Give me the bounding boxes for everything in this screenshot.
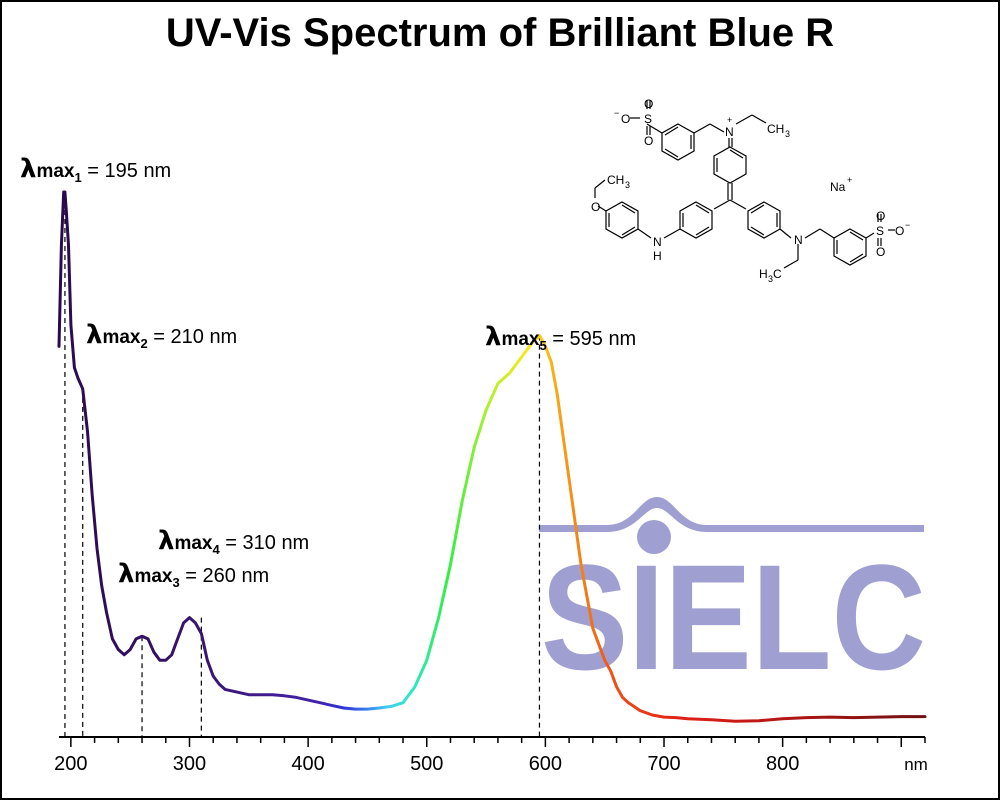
x-tick-label: 700 [647,753,680,775]
chem-atom: H [759,267,768,281]
chart-title: UV-Vis Spectrum of Brilliant Blue R [166,11,834,55]
chem-subscript: 3 [625,180,630,190]
logo-dot [637,520,671,554]
chem-atom: N [794,233,803,247]
spectrum-line [57,190,927,723]
chem-atom: C [773,267,782,281]
logo-swoosh [539,497,924,532]
chem-subscript: 3 [785,129,790,139]
chem-atom: S [876,224,884,238]
chem-atom: Na [830,180,846,194]
peak-annotations: λmax1 = 195 nm λmax2 = 210 nm λmax3 = 260 … [20,154,636,590]
x-tick-label: 800 [766,753,799,775]
brilliant-blue-r-structure [594,100,895,269]
chem-atom: O [591,200,600,214]
x-tick-label: 200 [54,753,87,775]
x-tick-label: 500 [410,753,443,775]
chem-atom: CH [767,122,784,136]
peak-label-5: λmax5 = 595 nm [485,322,636,353]
chem-atom: O [895,224,904,238]
peak-label-3: λmax3 = 260 nm [118,559,269,590]
chem-atom: N [725,125,734,139]
chem-charge: + [847,175,852,185]
x-tick-label: 300 [173,753,206,775]
chem-atom: O [876,245,885,259]
chem-atom: O [876,209,885,223]
peak-label-1: λmax1 = 195 nm [20,154,171,185]
droplines [64,192,541,737]
x-tick-label: 600 [529,753,562,775]
chem-atom: O [621,112,630,126]
chem-charge: − [905,220,910,230]
chem-atom: N [653,235,662,249]
sielc-logo: SIELC [539,497,926,701]
chem-atom: O [644,134,653,148]
x-tick-label: 400 [291,753,324,775]
x-axis-unit: nm [904,755,928,774]
chem-atom: CH [607,173,624,187]
chem-charge: + [727,115,732,125]
x-axis-ticks: 200 300 400 500 600 700 800 [54,737,926,775]
chem-subscript: 3 [768,274,773,284]
chem-atom: H [653,249,662,263]
peak-label-4: λmax4 = 310 nm [158,526,309,557]
logo-text: SIELC [541,533,926,701]
peak-label-2: λmax2 = 210 nm [86,320,237,351]
structure-labels: O S O − O N + CH 3 Na + CH 3 O N H N H 3… [591,97,910,284]
chem-charge: − [614,108,619,118]
chem-atom: O [644,97,653,111]
chem-atom: S [644,112,652,126]
